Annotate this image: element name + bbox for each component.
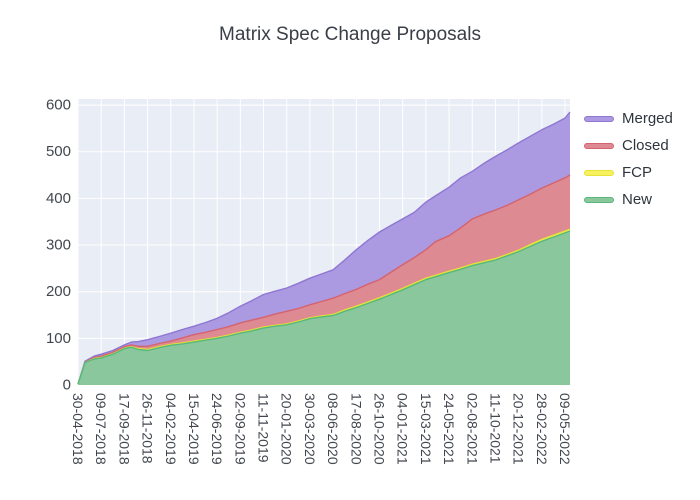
x-tick-label: 09-05-2022 — [557, 393, 573, 465]
x-tick-label: 08-06-2020 — [325, 393, 341, 465]
legend-swatch-fcp — [584, 169, 614, 176]
x-tick-label: 11-10-2021 — [488, 393, 504, 464]
x-tick-label: 28-02-2022 — [534, 393, 550, 465]
line-fcp — [77, 228, 571, 385]
legend-item-closed[interactable]: Closed — [584, 132, 673, 159]
line-merged — [77, 111, 571, 385]
x-tick-label: 17-09-2018 — [116, 393, 132, 465]
legend-swatch-closed — [584, 142, 614, 149]
legend-item-fcp[interactable]: FCP — [584, 159, 673, 186]
legend-item-new[interactable]: New — [584, 186, 673, 213]
x-tick-label: 15-04-2019 — [186, 393, 202, 465]
area-new — [78, 231, 570, 385]
y-tick-label: 500 — [46, 143, 71, 160]
x-tick-label: 20-12-2021 — [511, 393, 527, 465]
x-tick-label: 04-02-2019 — [163, 393, 179, 465]
legend-label: New — [622, 191, 653, 208]
x-tick-label: 24-06-2019 — [209, 393, 225, 465]
x-tick-label: 02-09-2019 — [232, 393, 248, 465]
legend-swatch-new — [584, 196, 614, 203]
x-tick-label: 30-04-2018 — [70, 393, 86, 465]
x-tick-label: 15-03-2021 — [418, 393, 434, 465]
x-tick-label: 26-11-2018 — [140, 393, 156, 464]
y-tick-label: 600 — [46, 97, 71, 114]
y-tick-label: 200 — [46, 283, 71, 300]
legend-label: Merged — [622, 110, 673, 127]
legend-swatch-merged — [584, 115, 614, 122]
x-tick-label: 30-03-2020 — [302, 393, 318, 465]
y-tick-label: 400 — [46, 190, 71, 207]
legend-label: Closed — [622, 137, 669, 154]
x-tick-label: 17-08-2020 — [348, 393, 364, 465]
x-tick-label: 02-08-2021 — [464, 393, 480, 465]
legend-label: FCP — [622, 164, 652, 181]
legend-item-merged[interactable]: Merged — [584, 105, 673, 132]
x-tick-label: 26-10-2020 — [372, 393, 388, 465]
x-tick-label: 04-01-2021 — [395, 393, 411, 465]
chart-title: Matrix Spec Change Proposals — [219, 24, 481, 45]
y-tick-label: 100 — [46, 330, 71, 347]
x-tick-label: 20-01-2020 — [279, 393, 295, 465]
y-tick-label: 300 — [46, 237, 71, 254]
line-new — [77, 230, 571, 385]
line-closed — [77, 174, 571, 385]
y-tick-label: 0 — [63, 377, 71, 394]
x-tick-label: 11-11-2019 — [256, 393, 272, 463]
x-tick-label: 09-07-2018 — [93, 393, 109, 465]
legend: Merged Closed FCP New — [584, 105, 673, 213]
x-tick-label: 24-05-2021 — [441, 393, 457, 465]
